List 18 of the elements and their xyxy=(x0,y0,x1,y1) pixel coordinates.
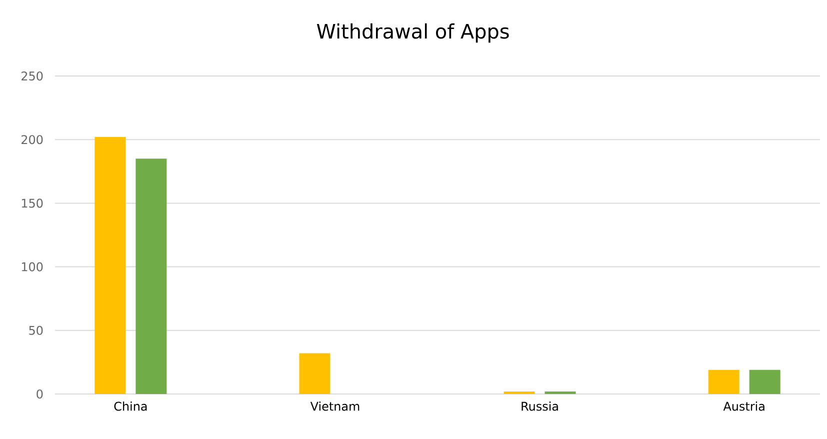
y-tick-label: 50 xyxy=(29,326,43,335)
bar xyxy=(94,137,126,394)
bar xyxy=(544,391,576,394)
bar xyxy=(136,158,167,394)
bar xyxy=(299,353,330,394)
y-tick-label: 100 xyxy=(22,262,43,272)
y-tick-label: 250 xyxy=(22,71,43,81)
y-tick-label: 0 xyxy=(36,389,43,399)
x-tick-label: China xyxy=(114,402,147,411)
y-tick-label: 150 xyxy=(22,198,43,208)
x-tick-label: Austria xyxy=(723,402,764,411)
chart-title: Withdrawal of Apps xyxy=(316,23,509,43)
x-tick-label: Vietnam xyxy=(310,402,360,411)
bar xyxy=(708,370,740,394)
x-tick-label: Russia xyxy=(522,402,558,411)
y-tick-label: 200 xyxy=(22,135,43,144)
bar xyxy=(504,391,535,394)
bar xyxy=(749,370,780,394)
